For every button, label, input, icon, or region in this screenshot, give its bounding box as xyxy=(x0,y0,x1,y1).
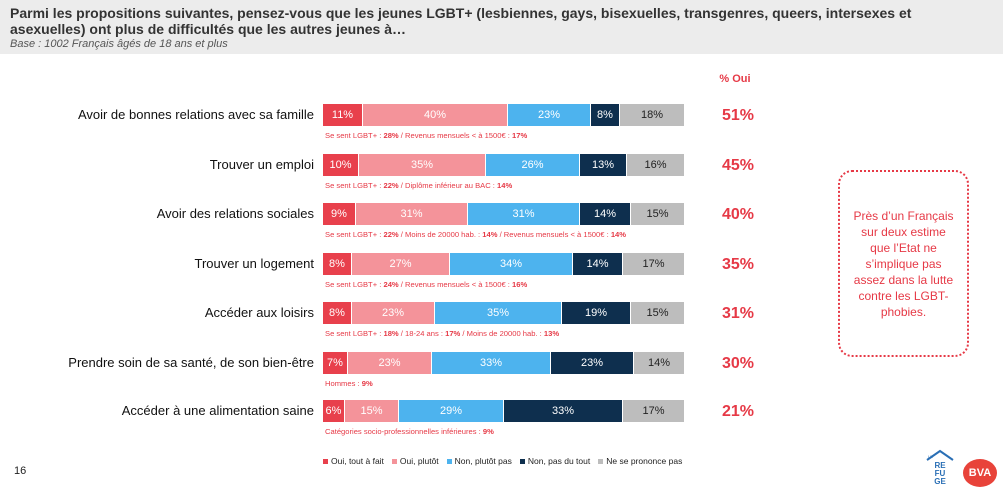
bar-segment: 11% xyxy=(323,104,363,126)
row-label: Avoir des relations sociales xyxy=(156,206,314,221)
pct-oui-value: 30% xyxy=(721,355,755,372)
bar-segment: 34% xyxy=(450,253,573,275)
legend-swatch xyxy=(323,458,328,464)
row-note: Se sent LGBT+ : 22% / Moins de 20000 hab… xyxy=(325,230,627,239)
refuge-logo-re: RE xyxy=(934,461,946,470)
page-number: 16 xyxy=(14,465,27,477)
bar-segment: 6% xyxy=(323,400,345,422)
callout-box: Près d’un Français sur deux estime que l… xyxy=(838,170,969,357)
bar-segment: 33% xyxy=(504,400,623,422)
legend-label: Oui, plutôt xyxy=(399,456,439,466)
legend-label: Ne se prononce pas xyxy=(606,456,683,466)
bar-segment: 14% xyxy=(634,352,685,374)
bar-segment: 7% xyxy=(323,352,348,374)
row-note: Hommes : 9% xyxy=(325,379,373,388)
bar-segment: 31% xyxy=(468,203,580,225)
refuge-logo-le: LE xyxy=(928,454,933,459)
legend-item: Oui, plutôt xyxy=(391,456,439,466)
row-label: Prendre soin de sa santé, de son bien-êt… xyxy=(68,355,314,370)
bar-segment: 15% xyxy=(631,302,685,324)
bar-segment: 8% xyxy=(323,253,352,275)
slide-title: Parmi les propositions suivantes, pensez… xyxy=(10,5,912,37)
bar-segment: 17% xyxy=(623,253,685,275)
bar-segment: 26% xyxy=(486,154,580,176)
bar-segment: 10% xyxy=(323,154,359,176)
bar-segment: 19% xyxy=(562,302,631,324)
row-label: Trouver un emploi xyxy=(209,157,314,172)
bar-segment: 33% xyxy=(432,352,551,374)
bar-segment: 14% xyxy=(573,253,623,275)
bar-segment: 23% xyxy=(508,104,591,126)
bar-segment: 8% xyxy=(591,104,620,126)
bar-segment: 23% xyxy=(551,352,634,374)
bar-segment: 23% xyxy=(352,302,435,324)
refuge-logo-fu: FU xyxy=(935,469,946,478)
legend-item: Non, pas du tout xyxy=(519,456,591,466)
refuge-logo: LE RE FU GE xyxy=(923,449,957,487)
bar-segment: 18% xyxy=(620,104,685,126)
row-label: Trouver un logement xyxy=(194,256,314,271)
legend-item: Non, plutôt pas xyxy=(446,456,512,466)
pct-oui-value: 45% xyxy=(721,157,755,174)
row-note: Se sent LGBT+ : 24% / Revenus mensuels <… xyxy=(325,280,528,289)
legend-item: Ne se prononce pas xyxy=(598,456,682,466)
bar-segment: 17% xyxy=(623,400,685,422)
legend-swatch xyxy=(598,458,604,464)
bar-segment: 31% xyxy=(356,203,468,225)
row-note: Se sent LGBT+ : 22% / Diplôme inférieur … xyxy=(325,181,513,190)
pct-oui-value: 51% xyxy=(721,107,755,124)
row-label: Accéder à une alimentation saine xyxy=(121,403,314,418)
row-label: Avoir de bonnes relations avec sa famill… xyxy=(77,107,314,122)
row-note: Se sent LGBT+ : 28% / Revenus mensuels <… xyxy=(325,131,528,140)
row-note: Catégories socio-professionnelles inféri… xyxy=(325,427,494,436)
pct-oui-header: % Oui xyxy=(719,73,751,85)
bar-segment: 35% xyxy=(359,154,486,176)
bar-segment: 40% xyxy=(363,104,508,126)
pct-oui-value: 31% xyxy=(721,305,755,322)
bar-segment: 14% xyxy=(580,203,631,225)
legend-label: Oui, tout à fait xyxy=(331,456,384,466)
pct-oui-value: 40% xyxy=(721,206,755,223)
legend-label: Non, pas du tout xyxy=(527,456,591,466)
bar-segment: 16% xyxy=(627,154,685,176)
bar-segment: 9% xyxy=(323,203,356,225)
bar-segment: 35% xyxy=(435,302,562,324)
legend-swatch xyxy=(519,458,525,464)
pct-oui-value: 21% xyxy=(721,403,755,420)
bar-segment: 29% xyxy=(399,400,504,422)
base-note: Base : 1002 Français âgés de 18 ans et p… xyxy=(10,38,228,50)
callout-text: Près d’un Français sur deux estime que l… xyxy=(853,208,954,319)
bar-segment: 13% xyxy=(580,154,627,176)
bar-segment: 8% xyxy=(323,302,352,324)
bar-segment: 23% xyxy=(348,352,432,374)
pct-oui-value: 35% xyxy=(721,256,755,273)
row-label: Accéder aux loisirs xyxy=(204,305,314,320)
row-note: Se sent LGBT+ : 18% / 18-24 ans : 17% / … xyxy=(325,329,560,338)
chart-legend: Oui, tout à fait Oui, plutôt Non, plutôt p… xyxy=(323,456,682,466)
legend-swatch xyxy=(446,458,452,464)
legend-label: Non, plutôt pas xyxy=(454,456,512,466)
legend-item: Oui, tout à fait xyxy=(323,456,384,466)
bar-segment: 15% xyxy=(345,400,399,422)
header-band: Parmi les propositions suivantes, pensez… xyxy=(0,0,1003,54)
legend-swatch xyxy=(391,458,397,464)
bar-segment: 27% xyxy=(352,253,450,275)
refuge-logo-ge: GE xyxy=(934,477,946,486)
bva-logo: BVA xyxy=(963,459,997,487)
bar-segment: 15% xyxy=(631,203,685,225)
